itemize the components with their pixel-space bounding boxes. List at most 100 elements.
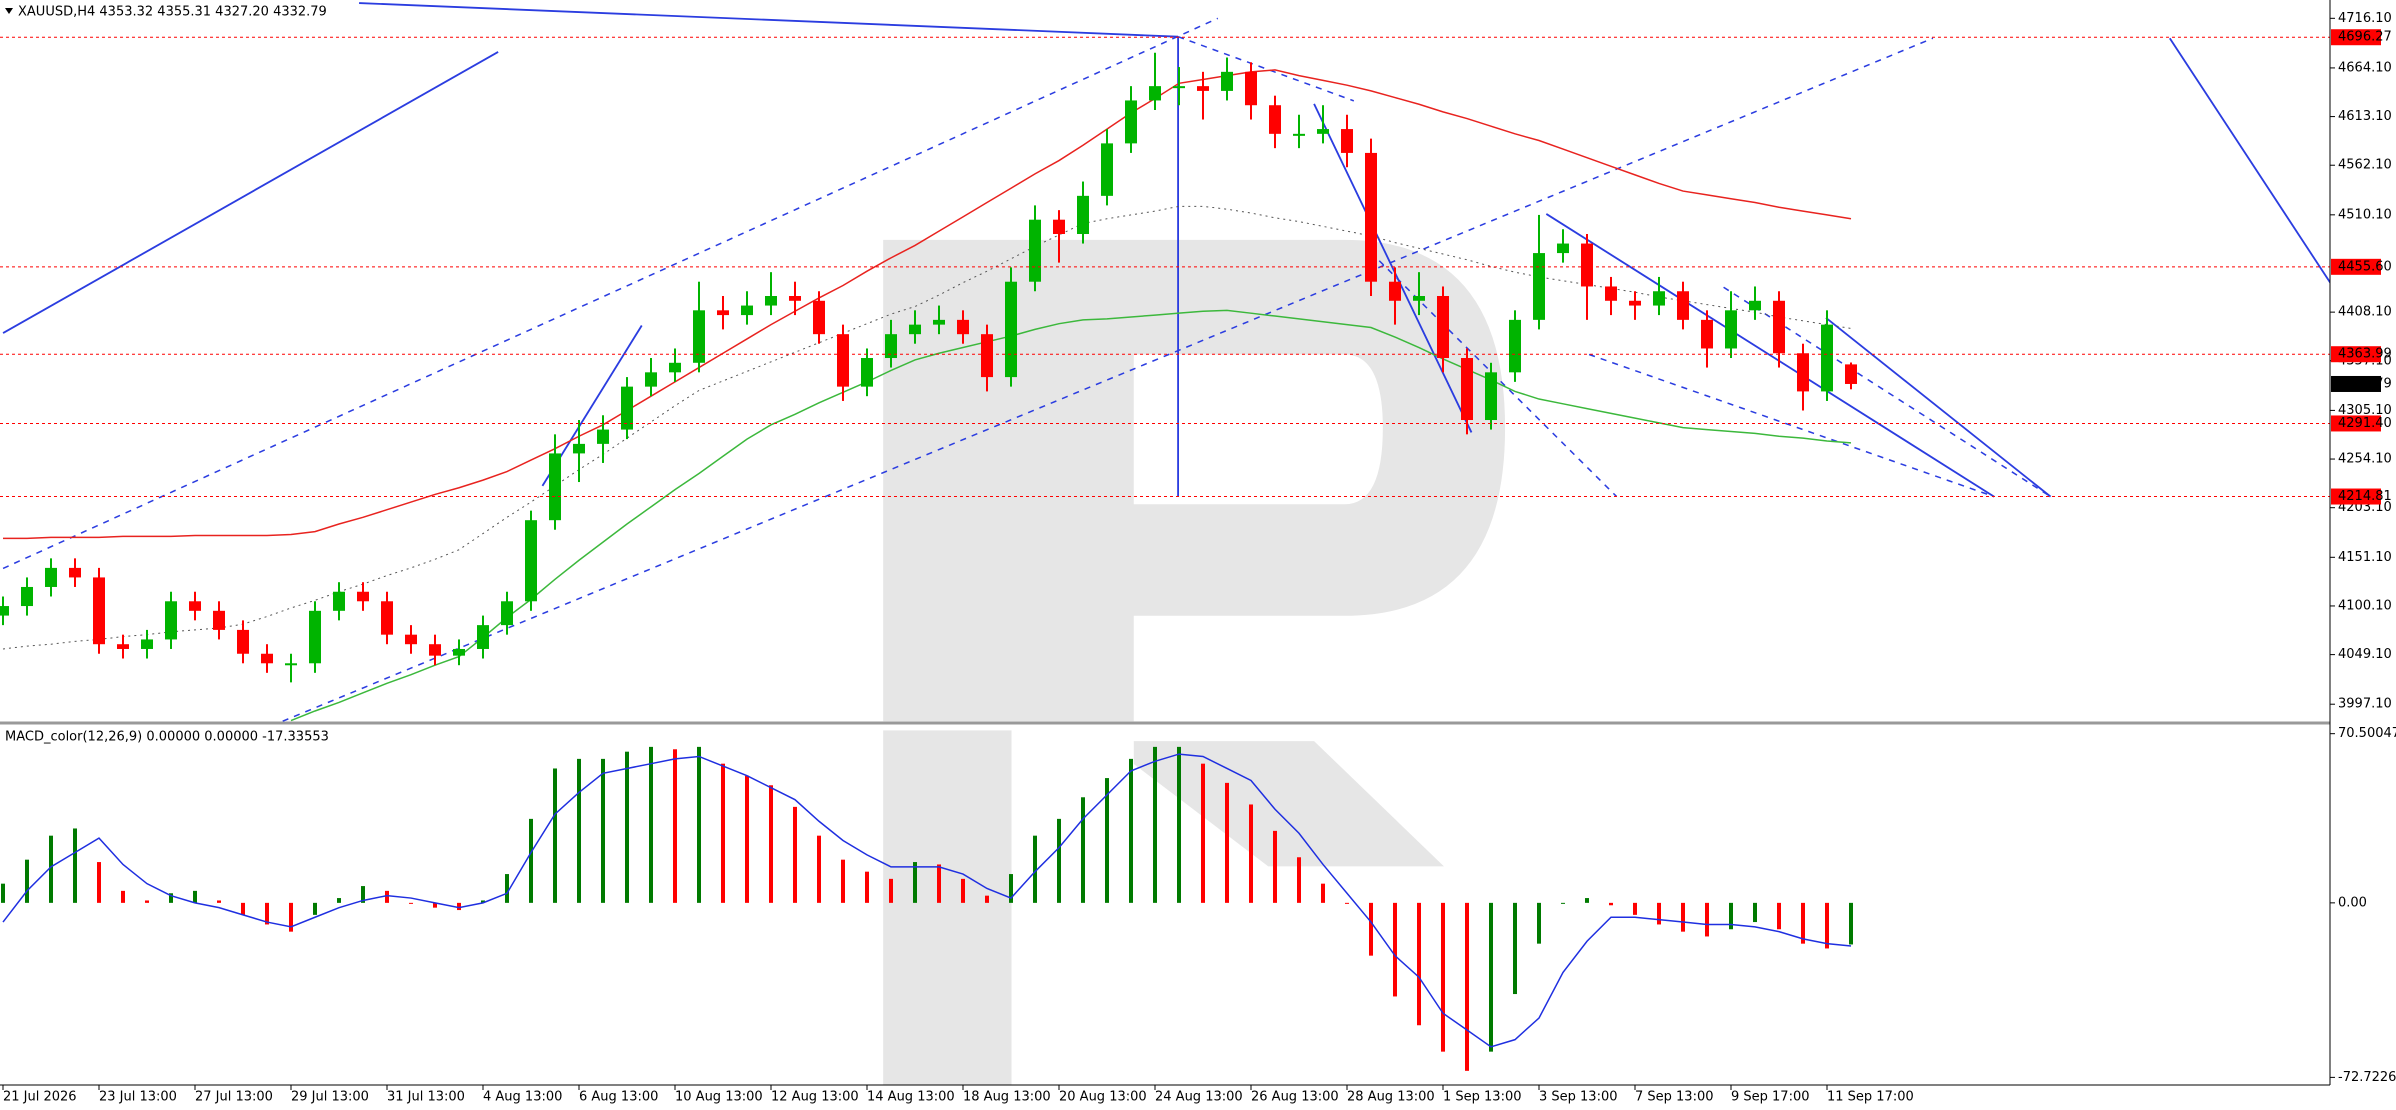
y-tick-label: 4716.10 [2338,11,2392,26]
level-label-box [2331,415,2381,432]
candle-body [429,644,441,656]
y-tick-label: 4613.10 [2338,109,2392,124]
moving-average [3,69,1852,540]
x-tick-label: 12 Aug 13:00 [771,1090,859,1105]
candle-body [1101,143,1113,196]
candle-body [357,591,369,602]
watermark-shape [1133,741,1444,867]
candle-body [1629,300,1641,306]
macd-bar [649,746,653,903]
macd-bar [841,859,845,903]
candle-body [741,305,753,316]
x-tick-label: 20 Aug 13:00 [1059,1090,1147,1105]
y-tick-label: 4562.10 [2338,158,2392,173]
x-tick-label: 18 Aug 13:00 [963,1090,1051,1105]
channel-line [282,37,1934,722]
level-label-box [2331,258,2381,275]
trend-line [2,51,499,334]
candle-body [93,577,105,645]
candle-body [309,610,321,664]
macd-bar [793,806,797,903]
macd-bar [1825,902,1829,949]
macd-bar [1,883,5,903]
macd-bar [73,828,77,903]
x-tick-label: 4 Aug 13:00 [483,1090,562,1105]
last-price-label: 4332.79 [2338,376,2392,391]
candle-body [621,386,633,430]
candle-body [1509,319,1521,373]
candle-body [1581,243,1593,287]
macd-bar [1705,902,1709,937]
candle-body [837,334,849,387]
drawings [2,2,2331,722]
candle-body [1005,281,1017,378]
candle-body [1317,129,1329,134]
candle-body [261,653,273,664]
macd-bar [337,898,341,903]
x-tick-label: 9 Sep 17:00 [1731,1090,1810,1105]
macd-bar [1801,902,1805,944]
watermark-shape [883,239,1012,722]
macd-bar [1129,758,1133,903]
x-tick-label: 27 Jul 13:00 [195,1090,273,1105]
candle-body [21,586,33,607]
candle-body [381,601,393,635]
macd-bar [1657,902,1661,925]
candle-body [1029,219,1041,282]
candle-body [1485,372,1497,421]
macd-bar [97,862,101,903]
candle-body [549,453,561,521]
candle-body [885,334,897,359]
y-tick-label: 4049.10 [2338,647,2392,662]
macd-bar [1177,746,1181,903]
macd-bar [265,902,269,925]
candle-body [1341,129,1353,153]
y-tick-label: 4664.10 [2338,60,2392,75]
x-tick-label: 31 Jul 13:00 [387,1090,465,1105]
macd-bar [553,768,557,903]
x-tick-label: 3 Sep 13:00 [1539,1090,1618,1105]
candle-body [669,362,681,373]
macd-bar [1225,782,1229,903]
candle-body [1653,291,1665,306]
macd-signal [2,753,1852,1048]
macd-bar [1681,902,1685,932]
macd-bar [1009,874,1013,903]
macd-bar [697,746,701,903]
macd-bar [1537,902,1541,944]
macd-bar [625,751,629,903]
candle-body [1557,243,1569,254]
candle-body [525,520,537,602]
macd-bar [1513,902,1517,995]
macd-bar [865,871,869,903]
candle-body [1701,319,1713,349]
candle-body [573,443,585,454]
candle-body [285,663,297,666]
candle-body [117,644,129,649]
channel-line [2,17,1219,570]
candle-body [933,319,945,325]
macd-bar [1201,763,1205,903]
candle-body [1797,353,1809,392]
candle-body [0,606,9,616]
candle-body [213,610,225,630]
candle-body [1437,296,1449,359]
x-tick-label: 7 Sep 13:00 [1635,1090,1714,1105]
y-tick-label: 4408.10 [2338,305,2392,320]
candle-body [1173,86,1185,89]
macd-bar [889,878,893,903]
candle-body [1125,100,1137,144]
macd-bar [1273,830,1277,903]
macd-bar [1297,857,1301,903]
candle-body [981,334,993,378]
candle-body [765,296,777,306]
macd-bar [1633,902,1637,915]
macd-bar [673,749,677,903]
candle-body [477,625,489,649]
candle-body [1605,286,1617,301]
macd-bar [241,902,245,915]
macd-bar [385,890,389,903]
macd-bar [1609,902,1613,906]
level-label: 4455.60 [2338,259,2392,274]
